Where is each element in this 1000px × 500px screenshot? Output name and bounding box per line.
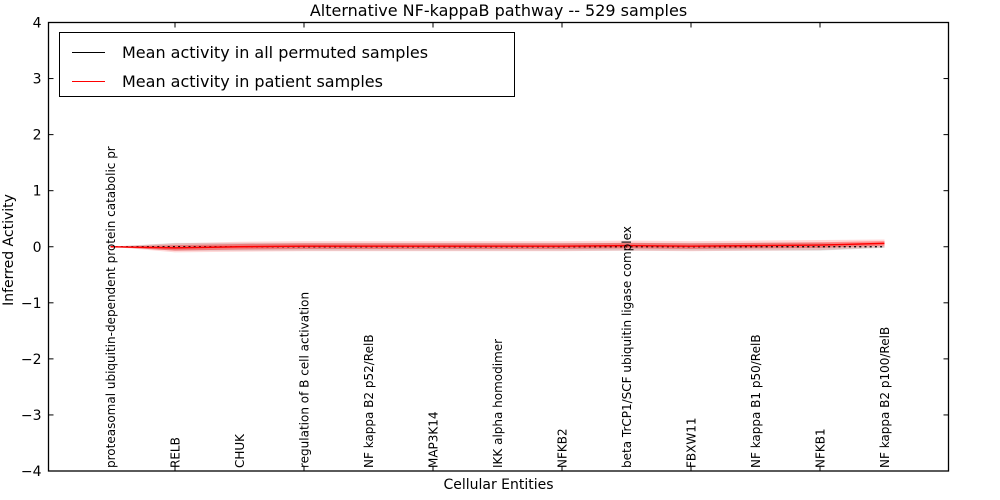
entity-label: beta TrCP1/SCF ubiquitin ligase complex [620, 226, 634, 468]
x-axis-label: Cellular Entities [443, 477, 554, 493]
entity-label: NF kappa B2 p52/RelB [362, 334, 376, 468]
y-axis-label: Inferred Activity [1, 194, 17, 306]
entity-label: MAP3K14 [427, 411, 441, 468]
y-tick-label: −3 [21, 408, 42, 424]
legend-label-permuted: Mean activity in all permuted samples [122, 43, 429, 62]
entity-label: regulation of B cell activation [298, 292, 312, 468]
y-tick-label: 1 [33, 184, 42, 200]
y-tick-label: −4 [21, 464, 42, 480]
entity-label: proteasomal ubiquitin-dependent protein … [104, 146, 118, 468]
y-tick-label: 2 [33, 128, 42, 144]
legend: Mean activity in all permuted samples Me… [59, 32, 515, 97]
entity-label: CHUK [233, 433, 247, 468]
entity-label: NF kappa B1 p50/RelB [749, 334, 763, 468]
black-line-sample [72, 52, 105, 53]
y-tick-label: 4 [33, 16, 42, 32]
patient-mean-line [110, 242, 885, 249]
legend-entry-patient: Mean activity in patient samples [72, 67, 504, 96]
entity-label: NF kappa B2 p100/RelB [878, 327, 892, 468]
entity-label: NFKB2 [556, 428, 570, 468]
chart-title: Alternative NF-kappaB pathway -- 529 sam… [309, 1, 688, 20]
entity-label: NFKB1 [814, 428, 828, 468]
entity-label: IKK alpha homodimer [491, 339, 505, 468]
legend-label-patient: Mean activity in patient samples [122, 72, 383, 91]
y-tick-label: −2 [21, 352, 42, 368]
red-line-sample [72, 81, 105, 82]
entity-label: RELB [169, 437, 183, 468]
y-tick-label: 0 [33, 240, 42, 256]
legend-entry-permuted: Mean activity in all permuted samples [72, 38, 504, 67]
entity-label: FBXW11 [685, 418, 699, 469]
y-tick-label: −1 [21, 296, 42, 312]
y-tick-label: 3 [33, 72, 42, 88]
